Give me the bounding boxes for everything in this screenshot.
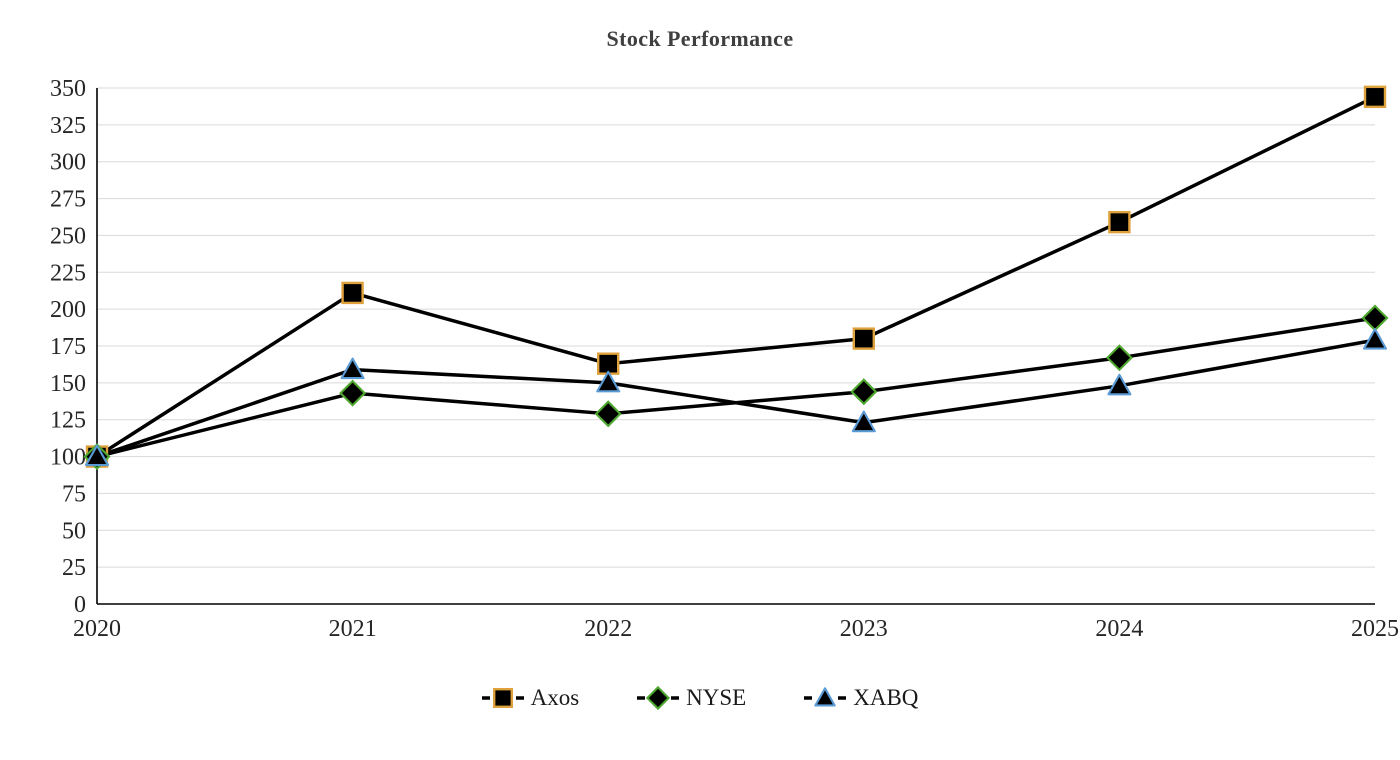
marker-diamond — [1105, 344, 1133, 372]
legend-label: Axos — [530, 685, 580, 710]
legend-item-xabq: XABQ — [804, 684, 918, 712]
series-line-xabq — [96, 338, 1376, 459]
y-tick-label: 250 — [50, 223, 86, 249]
y-tick-label: 25 — [62, 555, 86, 581]
marker-square — [1363, 85, 1387, 109]
marker-triangle — [1362, 328, 1388, 350]
chart-legend: Axos NYSE XABQ — [0, 684, 1400, 712]
marker-square — [492, 687, 513, 709]
x-tick-label: 2020 — [73, 616, 121, 642]
legend-diamond-icon — [637, 685, 680, 711]
y-tick-label: 0 — [74, 592, 86, 618]
y-tick-label: 50 — [62, 518, 86, 544]
y-tick-label: 175 — [50, 334, 86, 360]
y-tick-label: 125 — [50, 408, 86, 434]
legend-label: XABQ — [853, 685, 919, 710]
marker-triangle — [340, 357, 365, 380]
marker-triangle — [84, 444, 110, 467]
y-tick-label: 275 — [50, 187, 86, 213]
chart-title: Stock Performance — [606, 26, 794, 51]
marker-triangle — [814, 687, 836, 707]
x-tick-label: 2021 — [329, 616, 377, 642]
y-tick-label: 100 — [50, 445, 86, 471]
marker-diamond — [1361, 304, 1389, 332]
series-line-nyse — [96, 316, 1376, 459]
legend-item-axos: Axos — [481, 684, 580, 712]
marker-square — [341, 281, 364, 305]
series-markers-xabq — [84, 328, 1388, 467]
marker-square — [852, 327, 875, 350]
y-tick-label: 225 — [50, 260, 86, 286]
y-tick-label: 325 — [50, 113, 86, 139]
marker-diamond — [339, 379, 367, 407]
y-tick-label: 300 — [50, 150, 86, 176]
marker-diamond — [646, 685, 671, 711]
x-tick-label: 2023 — [840, 616, 888, 642]
legend-label: NYSE — [686, 685, 747, 710]
series-line-axos — [96, 95, 1376, 459]
x-tick-label: 2025 — [1351, 616, 1399, 642]
marker-triangle — [1107, 373, 1132, 396]
stock-performance-chart: 0 25 50 75 100 125 150 175 200 225 250 275 300 325 350… — [50, 76, 1399, 642]
legend-triangle-icon — [804, 687, 847, 707]
x-tick-label: 2022 — [584, 616, 632, 642]
marker-diamond — [594, 400, 622, 428]
marker-diamond — [850, 378, 878, 406]
series-markers-nyse — [83, 304, 1389, 471]
marker-triangle — [596, 370, 621, 393]
marker-triangle — [851, 410, 876, 433]
y-tick-label: 350 — [50, 76, 86, 102]
y-tick-label: 75 — [62, 481, 86, 507]
y-tick-label: 150 — [50, 371, 86, 397]
marker-square — [1108, 210, 1131, 234]
legend-item-nyse: NYSE — [637, 684, 746, 712]
x-tick-label: 2024 — [1095, 616, 1143, 642]
legend-square-icon — [481, 687, 524, 709]
y-tick-label: 200 — [50, 297, 86, 323]
marker-square — [597, 352, 620, 375]
